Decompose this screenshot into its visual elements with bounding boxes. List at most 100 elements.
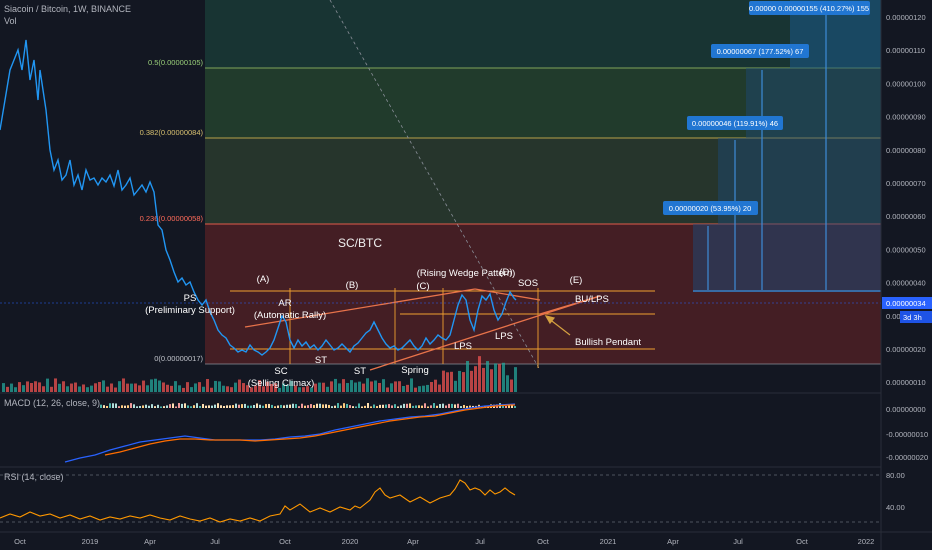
macd-histogram-bar bbox=[286, 404, 288, 408]
macd-histogram-bar bbox=[208, 405, 210, 408]
macd-histogram-bar bbox=[328, 404, 330, 408]
macd-histogram-bar bbox=[391, 405, 393, 408]
volume-bar bbox=[382, 379, 385, 392]
volume-bar bbox=[138, 385, 141, 392]
bullish-pendant-label: Bullish Pendant bbox=[575, 337, 641, 348]
volume-bar bbox=[258, 380, 261, 392]
time-axis-label: Jul bbox=[475, 537, 485, 546]
time-axis-label: 2020 bbox=[342, 537, 359, 546]
volume-bar bbox=[310, 387, 313, 392]
macd-histogram-bar bbox=[343, 403, 345, 408]
ps-label: PS bbox=[184, 293, 197, 304]
macd-histogram-bar bbox=[310, 404, 312, 408]
volume-bar bbox=[362, 383, 365, 392]
volume-bar bbox=[486, 361, 489, 392]
volume-bar bbox=[358, 381, 361, 392]
rsi-axis-tick-40: 40.00 bbox=[886, 503, 905, 512]
volume-bar bbox=[454, 380, 457, 392]
macd-histogram-bar bbox=[397, 406, 399, 408]
volume-bar bbox=[302, 387, 305, 392]
macd-histogram-bar bbox=[232, 405, 234, 408]
volume-bar bbox=[298, 387, 301, 392]
volume-bars bbox=[2, 356, 517, 392]
time-axis-label: Oct bbox=[279, 537, 292, 546]
macd-histogram-bar bbox=[370, 406, 372, 408]
macd-axis-tick-1: -0.00000010 bbox=[886, 430, 928, 439]
volume-bar bbox=[126, 383, 129, 392]
macd-histogram-bar bbox=[136, 406, 138, 408]
price-axis-tick: 0.00000090 bbox=[886, 113, 926, 122]
volume-bar bbox=[262, 386, 265, 392]
bullish-pendant-arrow bbox=[544, 315, 571, 336]
macd-histogram-bar bbox=[178, 403, 180, 408]
volume-bar bbox=[474, 366, 477, 392]
macd-histogram-bar bbox=[385, 404, 387, 408]
macd-histogram-bar bbox=[280, 404, 282, 408]
macd-indicator-label[interactable]: MACD (12, 26, close, 9) bbox=[4, 398, 101, 408]
macd-histogram-bar bbox=[505, 405, 507, 408]
volume-bar bbox=[458, 370, 461, 392]
macd-histogram bbox=[100, 403, 516, 408]
macd-axis-tick-2: -0.00000020 bbox=[886, 453, 928, 462]
target-label-4[interactable]: 0.00000 0.00000155 (410.27%) 155 bbox=[749, 1, 870, 15]
macd-histogram-bar bbox=[292, 403, 294, 408]
macd-histogram-bar bbox=[274, 406, 276, 408]
rsi-indicator-label[interactable]: RSI (14, close) bbox=[4, 472, 64, 482]
time-axis-label: Apr bbox=[144, 537, 156, 546]
macd-histogram-bar bbox=[199, 405, 201, 408]
macd-histogram-bar bbox=[100, 404, 102, 408]
price-axis-tick: 0.00000110 bbox=[886, 46, 925, 55]
volume-bar bbox=[6, 386, 9, 392]
volume-bar bbox=[346, 383, 349, 392]
macd-histogram-bar bbox=[223, 405, 225, 408]
volume-indicator-label[interactable]: Vol bbox=[4, 16, 17, 26]
volume-bar bbox=[338, 383, 341, 392]
target-label-3[interactable]: 0.00000067 (177.52%) 67 bbox=[711, 44, 809, 58]
macd-histogram-bar bbox=[277, 405, 279, 408]
volume-bar bbox=[294, 385, 297, 392]
volume-bar bbox=[462, 372, 465, 392]
macd-histogram-bar bbox=[322, 404, 324, 408]
volume-bar bbox=[370, 381, 373, 392]
volume-bar bbox=[170, 385, 173, 392]
macd-histogram-bar bbox=[181, 403, 183, 408]
macd-histogram-bar bbox=[460, 406, 462, 408]
volume-bar bbox=[442, 370, 445, 392]
volume-bar bbox=[102, 380, 105, 392]
volume-bar bbox=[198, 382, 201, 392]
time-axis[interactable]: Oct 2019 Apr Jul Oct 2020 Apr Jul Oct 2021 Apr Jul O… bbox=[14, 537, 874, 546]
volume-bar bbox=[466, 360, 469, 392]
pair-title: SC/BTC bbox=[338, 236, 382, 250]
volume-bar bbox=[86, 387, 89, 392]
macd-histogram-bar bbox=[220, 405, 222, 408]
price-axis-tick: 0.00000040 bbox=[886, 279, 926, 288]
macd-histogram-bar bbox=[409, 403, 411, 408]
macd-histogram-bar bbox=[424, 403, 426, 408]
volume-bar bbox=[130, 383, 133, 392]
macd-line bbox=[64, 403, 516, 463]
volume-bar bbox=[398, 381, 401, 392]
phase-b-label: (B) bbox=[346, 280, 359, 291]
volume-bar bbox=[166, 384, 169, 392]
fib-label-05: 0.5(0.00000105) bbox=[148, 58, 204, 67]
volume-bar bbox=[2, 383, 5, 392]
macd-histogram-bar bbox=[406, 403, 408, 408]
target-label-2[interactable]: 0.00000046 (119.91%) 46 bbox=[687, 116, 783, 130]
target-label-1[interactable]: 0.00000020 (53.95%) 20 bbox=[663, 201, 758, 215]
macd-histogram-bar bbox=[121, 405, 123, 408]
macd-histogram-bar bbox=[325, 404, 327, 408]
macd-histogram-bar bbox=[196, 403, 198, 408]
macd-histogram-bar bbox=[400, 405, 402, 408]
macd-histogram-bar bbox=[109, 403, 111, 408]
macd-histogram-bar bbox=[481, 406, 483, 408]
macd-histogram-bar bbox=[367, 403, 369, 408]
volume-bar bbox=[14, 387, 17, 392]
macd-histogram-bar bbox=[295, 404, 297, 408]
bu-lps-label: BU/LPS bbox=[575, 294, 609, 305]
volume-bar bbox=[70, 383, 73, 392]
volume-bar bbox=[74, 382, 77, 392]
volume-bar bbox=[322, 382, 325, 392]
volume-bar bbox=[206, 379, 209, 392]
symbol-title[interactable]: Siacoin / Bitcoin, 1W, BINANCE bbox=[4, 4, 132, 14]
